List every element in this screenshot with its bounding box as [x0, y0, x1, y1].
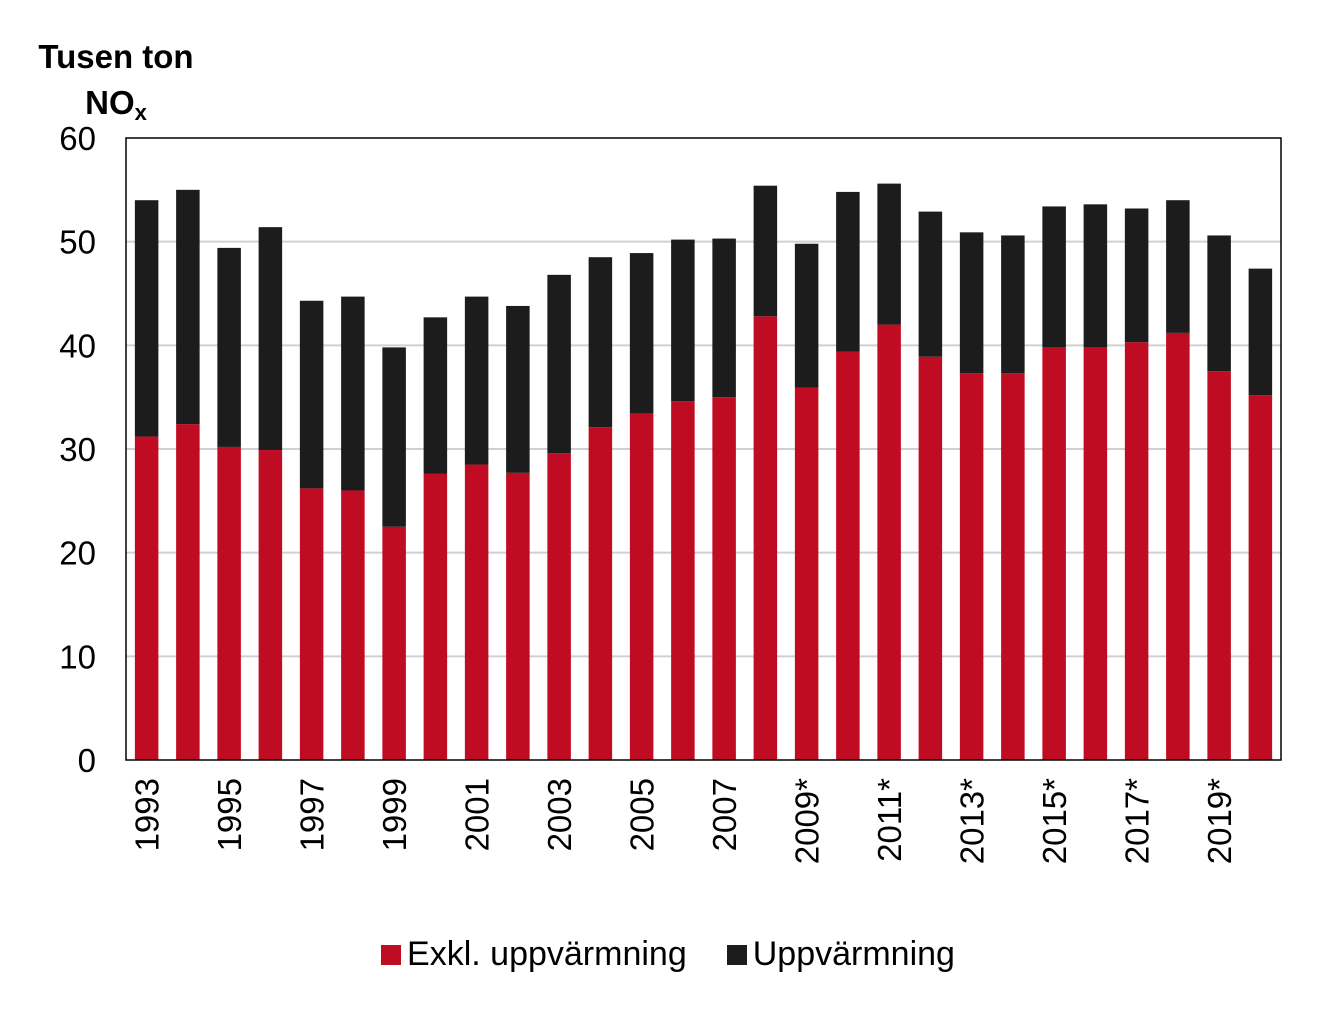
bars — [134, 183, 1273, 760]
bar-uppvarmning-2006 — [671, 239, 695, 402]
y-axis-ticks: 0 10 20 30 40 50 60 — [59, 120, 96, 779]
bar-exkl-uppvarmning-2017 — [1124, 342, 1149, 760]
y-tick-label: 20 — [59, 535, 96, 572]
bar-exkl-uppvarmning-2015 — [1042, 347, 1066, 760]
bar-exkl-uppvarmning-2012 — [918, 356, 943, 760]
bar-exkl-uppvarmning-2004 — [588, 427, 613, 760]
y-tick-label: 30 — [59, 431, 96, 468]
bar-uppvarmning-2014 — [1001, 235, 1025, 374]
legend-item-uppvarmning: Uppvärmning — [726, 935, 955, 974]
gridlines — [126, 240, 1281, 658]
bar-exkl-uppvarmning-1996 — [258, 450, 283, 760]
legend-swatch-exkl — [381, 944, 402, 965]
bar-exkl-uppvarmning-2010 — [836, 351, 860, 760]
y-axis-title-line1: Tusen ton — [38, 38, 194, 75]
bar-uppvarmning-2015 — [1042, 206, 1066, 348]
bar-uppvarmning-2018 — [1166, 200, 1190, 333]
legend-swatch-uppvarmning — [726, 944, 747, 965]
bar-exkl-uppvarmning-1998 — [341, 490, 365, 760]
bar-uppvarmning-1994 — [176, 189, 200, 425]
x-tick-label: 2007 — [706, 778, 743, 851]
x-tick-label: 2017* — [1119, 778, 1156, 864]
bar-exkl-uppvarmning-2011 — [877, 324, 901, 760]
bar-uppvarmning-2019 — [1207, 235, 1231, 372]
bar-uppvarmning-2011 — [877, 183, 901, 325]
bar-uppvarmning-2000 — [423, 317, 448, 474]
bar-exkl-uppvarmning-1994 — [176, 424, 200, 760]
x-tick-label: 2001 — [459, 778, 496, 851]
bar-exkl-uppvarmning-2014 — [1001, 373, 1025, 760]
bar-exkl-uppvarmning-2016 — [1083, 347, 1108, 760]
bar-exkl-uppvarmning-1999 — [382, 526, 406, 760]
y-tick-label: 60 — [59, 120, 96, 157]
bar-uppvarmning-1996 — [258, 227, 283, 451]
x-tick-label: 1993 — [129, 778, 166, 851]
bar-exkl-uppvarmning-1995 — [217, 446, 241, 760]
legend-label-uppvarmning: Uppvärmning — [752, 935, 955, 973]
bar-exkl-uppvarmning-2009 — [794, 387, 819, 760]
y-tick-label: 0 — [78, 742, 96, 779]
bar-exkl-uppvarmning-2001 — [464, 464, 489, 760]
y-axis-title-subscript: x — [134, 100, 147, 125]
y-axis-title-line2: NOx — [0, 80, 232, 136]
bar-exkl-uppvarmning-1997 — [299, 488, 324, 760]
bar-exkl-uppvarmning-2000 — [423, 473, 448, 760]
bar-uppvarmning-1999 — [382, 347, 406, 527]
bar-uppvarmning-1993 — [134, 200, 159, 437]
bar-uppvarmning-2003 — [547, 274, 571, 454]
plot-area-border — [125, 137, 1282, 761]
x-tick-label: 1999 — [376, 778, 413, 851]
legend: Exkl. uppvärmning Uppvärmning — [0, 935, 1336, 974]
legend-item-exkl: Exkl. uppvärmning — [381, 935, 687, 974]
bar-exkl-uppvarmning-2013 — [959, 373, 984, 760]
bar-uppvarmning-2020 — [1248, 268, 1273, 396]
y-tick-label: 40 — [59, 327, 96, 364]
bar-uppvarmning-2009 — [794, 243, 819, 388]
bar-uppvarmning-1995 — [217, 247, 241, 447]
x-tick-label: 2009* — [789, 778, 826, 864]
bar-exkl-uppvarmning-2018 — [1166, 332, 1190, 760]
bar-uppvarmning-2013 — [959, 232, 984, 374]
bar-exkl-uppvarmning-2007 — [712, 397, 736, 760]
x-tick-label: 2019* — [1201, 778, 1238, 864]
bar-uppvarmning-2007 — [712, 238, 736, 398]
y-tick-label: 10 — [59, 638, 96, 675]
y-axis-title-no: NO — [85, 84, 135, 121]
y-axis-title: Tusen ton NOx — [0, 34, 232, 136]
bar-uppvarmning-2010 — [836, 191, 860, 352]
x-tick-label: 2011* — [871, 778, 908, 862]
bar-uppvarmning-1997 — [299, 300, 324, 489]
x-axis-ticks: 1993 1995 1997 1999 2001 2003 2005 2007 2009* 201… — [129, 778, 1239, 864]
bar-uppvarmning-2016 — [1083, 204, 1108, 348]
bar-exkl-uppvarmning-2002 — [506, 472, 530, 760]
x-tick-label: 2013* — [954, 778, 991, 864]
bar-exkl-uppvarmning-2020 — [1248, 395, 1273, 760]
bar-exkl-uppvarmning-2003 — [547, 453, 571, 760]
bar-exkl-uppvarmning-2005 — [629, 413, 654, 760]
bar-uppvarmning-2001 — [464, 296, 489, 465]
x-tick-label: 2005 — [624, 778, 661, 851]
bar-uppvarmning-2012 — [918, 211, 943, 357]
x-tick-label: 1997 — [294, 778, 331, 851]
bar-uppvarmning-2008 — [753, 185, 778, 317]
bar-exkl-uppvarmning-2019 — [1207, 371, 1231, 760]
bar-exkl-uppvarmning-2008 — [753, 316, 778, 760]
bar-exkl-uppvarmning-2006 — [671, 401, 695, 760]
bar-uppvarmning-2017 — [1124, 208, 1149, 343]
x-tick-label: 1995 — [211, 778, 248, 851]
legend-label-exkl: Exkl. uppvärmning — [407, 935, 687, 973]
y-tick-label: 50 — [59, 224, 96, 261]
bar-uppvarmning-2004 — [588, 257, 613, 428]
bar-uppvarmning-2002 — [506, 305, 530, 473]
x-tick-label: 2015* — [1036, 778, 1073, 864]
x-tick-label: 2003 — [541, 778, 578, 851]
bar-exkl-uppvarmning-1993 — [134, 436, 159, 760]
bar-uppvarmning-2005 — [629, 253, 654, 414]
bar-uppvarmning-1998 — [341, 296, 365, 491]
